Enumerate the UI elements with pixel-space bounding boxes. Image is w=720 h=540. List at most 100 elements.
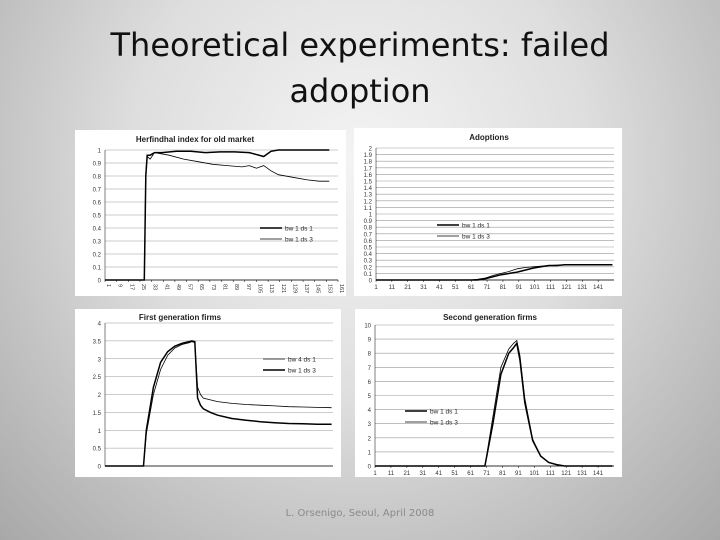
y-tick-label: 0.8 (364, 226, 373, 232)
x-tick-label: 65 (198, 284, 204, 290)
x-tick-label: 51 (452, 285, 459, 291)
y-tick-label: 1.9 (364, 153, 373, 159)
y-tick-label: 2 (98, 393, 102, 399)
y-tick-label: 1 (369, 213, 373, 219)
x-tick-label: 41 (436, 285, 443, 291)
x-tick-label: 129 (291, 284, 297, 293)
y-tick-label: 8 (368, 352, 372, 358)
y-tick-label: 0.5 (93, 214, 102, 220)
x-tick-label: 71 (483, 471, 490, 477)
y-tick-label: 0.9 (364, 219, 373, 225)
y-tick-label: 2 (369, 147, 373, 153)
legend-label: bw 4 ds 1 (288, 357, 316, 364)
x-tick-label: 1 (105, 284, 111, 287)
x-tick-label: 121 (561, 285, 572, 291)
legend-label: bw 1 ds 1 (430, 409, 458, 416)
legend-label: bw 1 ds 1 (462, 223, 490, 230)
x-tick-label: 153 (326, 284, 332, 293)
y-tick-label: 0.6 (93, 201, 102, 207)
y-tick-label: 6 (368, 380, 372, 386)
y-tick-label: 1.8 (364, 160, 373, 166)
x-tick-label: 113 (268, 284, 274, 293)
x-tick-label: 41 (163, 284, 169, 290)
series-line-2 (375, 339, 613, 467)
x-tick-label: 61 (467, 471, 474, 477)
x-tick-label: 33 (152, 284, 158, 290)
series-line-2 (376, 264, 613, 281)
y-tick-label: 2.5 (93, 375, 102, 381)
x-tick-label: 97 (245, 284, 251, 290)
x-tick-label: 81 (500, 285, 507, 291)
y-tick-label: 0 (368, 465, 372, 471)
chart-herfindahl-svg: Herfindhal index for old market 1 0.9 0.8 0.… (93, 135, 344, 293)
slide-title: Theoretical experiments: failed adoption (60, 22, 660, 114)
y-tick-label: 1.1 (364, 206, 373, 212)
y-tick-label: 10 (364, 324, 371, 330)
series-line-1 (105, 341, 332, 467)
title-line-2: adoption (289, 72, 431, 110)
y-tick-label: 0.2 (93, 253, 102, 259)
y-tick-label: 0.5 (93, 447, 102, 453)
chart-title: Second generation firms (443, 313, 537, 322)
y-tick-label: 1.3 (364, 193, 373, 199)
legend-label: bw 1 ds 1 (285, 226, 313, 233)
chart-herfindahl: Herfindhal index for old market 1 0.9 0.8 0.… (75, 130, 346, 296)
y-tick-label: 0.3 (93, 240, 102, 246)
legend-label: bw 1 ds 3 (285, 237, 313, 244)
y-tick-label: 0.6 (364, 239, 373, 245)
y-tick-label: 1 (98, 429, 102, 435)
x-tick-label: 121 (561, 471, 572, 477)
x-tick-label: 131 (577, 285, 588, 291)
y-tick-label: 0.5 (364, 246, 373, 252)
y-tick-label: 1.7 (364, 166, 373, 172)
x-tick-label: 21 (404, 285, 411, 291)
y-tick-label: 0.1 (364, 272, 373, 278)
y-tick-label: 5 (368, 394, 372, 400)
x-tick-label: 141 (593, 285, 604, 291)
y-tick-label: 0.8 (93, 175, 102, 181)
x-tick-label: 145 (315, 284, 321, 293)
x-tick-label: 17 (128, 284, 134, 290)
x-tick-label: 21 (404, 471, 411, 477)
x-tick-label: 81 (222, 284, 228, 290)
x-tick-label: 89 (233, 284, 239, 290)
x-tick-label: 49 (175, 284, 181, 290)
series-line-2 (105, 152, 330, 281)
legend-label: bw 1 ds 3 (288, 368, 316, 375)
y-tick-label: 1.5 (364, 180, 373, 186)
y-tick-label: 1 (98, 149, 102, 155)
chart-title: First generation firms (139, 313, 222, 322)
y-tick-label: 9 (368, 338, 372, 344)
x-tick-label: 11 (388, 471, 395, 477)
y-tick-label: 0.1 (93, 266, 102, 272)
x-tick-label: 105 (256, 284, 262, 293)
series-line-1 (105, 149, 330, 281)
y-tick-label: 0.4 (93, 227, 102, 233)
series-line-1 (375, 341, 613, 467)
y-tick-label: 0.9 (93, 162, 102, 168)
chart-title: Herfindhal index for old market (136, 135, 255, 144)
y-tick-label: 0 (98, 279, 102, 285)
chart-adoptions-svg: Adoptions21.91.81.71.61.51.41.31.21.110.… (364, 133, 614, 291)
x-tick-label: 11 (389, 285, 396, 291)
y-tick-label: 4 (368, 408, 372, 414)
x-tick-label: 9 (117, 284, 123, 287)
x-tick-label: 31 (419, 471, 426, 477)
slide-footer: L. Orsenigo, Seoul, April 2008 (285, 508, 435, 519)
x-tick-label: 25 (140, 284, 146, 290)
x-tick-label: 71 (484, 285, 491, 291)
y-tick-label: 1.4 (364, 186, 373, 192)
legend-label: bw 1 ds 3 (462, 234, 490, 241)
x-tick-label: 91 (515, 471, 522, 477)
chart-first-generation-svg: First generation firms 4 3.5 3 2.5 2 1.5 1 0.5 0 b… (93, 313, 333, 471)
x-tick-label: 101 (529, 471, 540, 477)
y-tick-label: 0.7 (93, 188, 102, 194)
x-tick-label: 57 (187, 284, 193, 290)
y-tick-label: 3.5 (93, 339, 102, 345)
x-tick-label: 81 (499, 471, 506, 477)
y-tick-label: 0 (98, 465, 102, 471)
x-tick-label: 41 (435, 471, 442, 477)
y-tick-label: 0.3 (364, 259, 373, 265)
x-tick-label: 111 (546, 285, 556, 291)
legend-label: bw 1 ds 3 (430, 420, 458, 427)
